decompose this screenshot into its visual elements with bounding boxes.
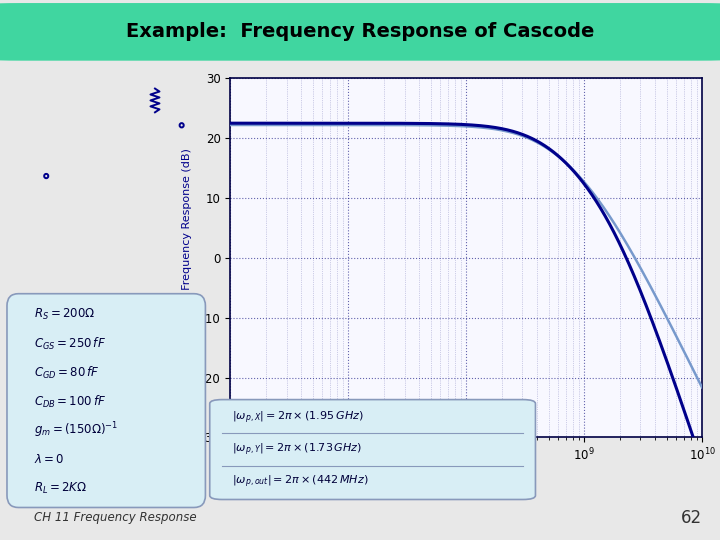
Text: $R_L = 2K\Omega$: $R_L = 2K\Omega$ [34, 481, 87, 496]
Text: 62: 62 [680, 509, 702, 526]
Text: $g_m = (150\Omega)^{-1}$: $g_m = (150\Omega)^{-1}$ [34, 421, 118, 440]
Text: $|\omega_{p,Y}| = 2\pi \times (1.73\,GHz)$: $|\omega_{p,Y}| = 2\pi \times (1.73\,GHz… [232, 441, 362, 458]
Text: Example:  Frequency Response of Cascode: Example: Frequency Response of Cascode [126, 22, 594, 42]
FancyBboxPatch shape [210, 400, 536, 500]
FancyBboxPatch shape [7, 294, 205, 508]
Text: CH 11 Frequency Response: CH 11 Frequency Response [34, 511, 197, 524]
FancyBboxPatch shape [0, 3, 720, 60]
Text: $C_{GS} = 250\,fF$: $C_{GS} = 250\,fF$ [34, 335, 106, 352]
Text: $|\omega_{p,X}| = 2\pi \times (1.95\,GHz)$: $|\omega_{p,X}| = 2\pi \times (1.95\,GHz… [232, 409, 364, 426]
Y-axis label: Magnitude of Frequency Response (dB): Magnitude of Frequency Response (dB) [181, 148, 192, 367]
Text: $C_{DB} = 100\,fF$: $C_{DB} = 100\,fF$ [34, 394, 106, 410]
Text: $|\omega_{p,out}| = 2\pi \times (442\,MHz)$: $|\omega_{p,out}| = 2\pi \times (442\,MH… [232, 474, 368, 490]
Text: $C_{GD} = 80\,fF$: $C_{GD} = 80\,fF$ [34, 364, 99, 381]
Text: $\lambda = 0$: $\lambda = 0$ [34, 453, 64, 466]
X-axis label: Frequency (Hz): Frequency (Hz) [419, 467, 513, 480]
Text: $R_S = 200\Omega$: $R_S = 200\Omega$ [34, 307, 95, 322]
